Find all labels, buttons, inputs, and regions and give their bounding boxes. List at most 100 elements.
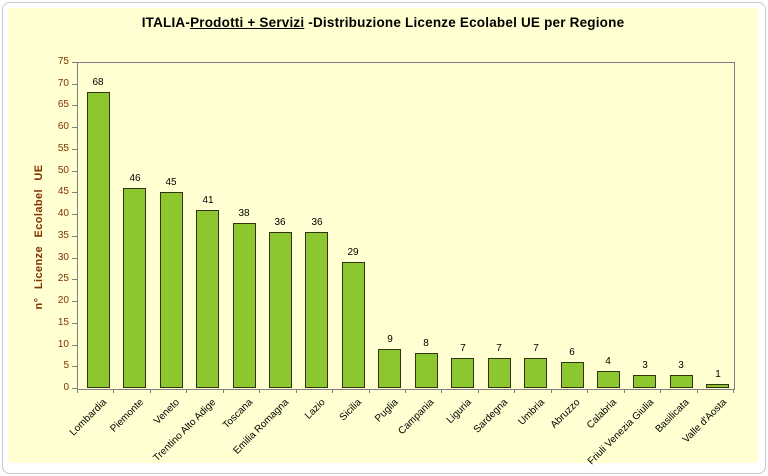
y-axis-tick [72,105,77,106]
chart-title-underlined: Prodotti + Servizi [190,15,305,30]
y-axis-tick-label: 50 [57,165,69,176]
y-axis-tick [72,345,77,346]
x-axis-tick [624,389,625,393]
y-axis-tick [72,236,77,237]
y-axis-tick-label: 75 [57,56,69,67]
bar-value-label: 1 [715,369,721,380]
y-axis-tick [72,258,77,259]
y-axis-tick [72,171,77,172]
x-axis-tick [478,389,479,393]
y-axis-tick [72,301,77,302]
bar-value-label: 46 [129,173,141,184]
y-axis-tick-label: 70 [57,78,69,89]
chart-title-prefix: ITALIA- [141,15,191,30]
bar-toscana [233,223,256,388]
bar-trentino-alto-adige [196,210,219,388]
y-axis-tick [72,149,77,150]
y-axis-tick [72,388,77,389]
x-axis-tick [514,389,515,393]
x-axis-tick [405,389,406,393]
x-axis-tick [259,389,260,393]
x-axis-label: Lombardia [67,397,109,439]
y-axis-tick [72,214,77,215]
x-axis-label: Sicilia [337,397,364,424]
bar-puglia [378,349,401,388]
bar-basilicata [670,375,693,388]
bar-value-label: 29 [347,247,359,258]
bar-value-label: 36 [311,217,323,228]
bar-value-label: 38 [238,208,250,219]
bar-value-label: 36 [274,217,286,228]
y-axis-tick [72,279,77,280]
bar-calabria [597,371,620,388]
x-axis-tick [296,389,297,393]
y-axis-tick-label: 25 [57,273,69,284]
bar-emilia-romagna [269,232,292,388]
y-axis-tick-label: 60 [57,121,69,132]
y-axis-tick-label: 0 [63,382,69,393]
x-axis-label: Piemonte [108,397,146,435]
x-axis-label: Basilicata [653,397,692,436]
x-axis-label: Liguria [444,397,474,427]
y-axis-tick-label: 20 [57,295,69,306]
bar-lombardia [87,92,110,388]
bar-value-label: 3 [678,360,684,371]
x-axis-tick [369,389,370,393]
y-axis-tick [72,366,77,367]
x-axis-tick [441,389,442,393]
x-axis-tick [551,389,552,393]
bar-sardegna [488,358,511,388]
x-axis-label: Sardegna [471,397,510,436]
x-axis-tick [150,389,151,393]
bar-value-label: 68 [92,77,104,88]
x-axis-tick [332,389,333,393]
bar-friuli-venezia-giulia [633,375,656,388]
x-axis-label: Campania [396,397,437,438]
bar-value-label: 7 [533,343,539,354]
bar-value-label: 4 [605,356,611,367]
plot-area [77,62,735,390]
y-axis-tick-label: 30 [57,252,69,263]
x-axis-tick [77,389,78,393]
bar-value-label: 7 [460,343,466,354]
x-axis-tick [587,389,588,393]
bar-veneto [160,192,183,388]
x-axis-label: Abruzzo [549,397,583,431]
chart-title: ITALIA-Prodotti + Servizi -Distribuzione… [8,15,758,30]
y-axis-tick-label: 10 [57,339,69,350]
x-axis-label: Calabria [584,397,619,432]
y-axis-tick [72,62,77,63]
x-axis-label: Puglia [373,397,401,425]
x-axis-label: Toscana [220,397,255,432]
y-axis-tick-label: 45 [57,186,69,197]
y-axis-tick-label: 55 [57,143,69,154]
y-axis-tick-label: 65 [57,99,69,110]
bar-value-label: 41 [202,195,214,206]
y-axis-tick [72,323,77,324]
x-axis-tick [697,389,698,393]
x-axis-tick [186,389,187,393]
bar-value-label: 3 [642,360,648,371]
bar-value-label: 9 [387,334,393,345]
x-axis-tick [733,389,734,393]
y-axis-tick-label: 35 [57,230,69,241]
chart-surface: ITALIA-Prodotti + Servizi -Distribuzione… [8,8,758,467]
bar-value-label: 45 [165,177,177,188]
x-axis-tick [660,389,661,393]
y-axis-tick-label: 5 [63,360,69,371]
bar-value-label: 7 [496,343,502,354]
y-axis-tick [72,127,77,128]
bar-liguria [451,358,474,388]
bar-valle-d-aosta [706,384,729,388]
x-axis-label: Friuli Venezia Giulia [585,397,656,468]
y-axis-tick [72,192,77,193]
x-axis-label: Umbria [516,397,547,428]
bar-lazio [305,232,328,388]
y-axis-tick-label: 40 [57,208,69,219]
x-axis-label: Trentino Alto Adige [151,397,219,464]
x-axis-tick [223,389,224,393]
bar-sicilia [342,262,365,388]
bar-value-label: 8 [423,338,429,349]
chart-title-suffix: -Distribuzione Licenze Ecolabel UE per R… [304,15,625,30]
